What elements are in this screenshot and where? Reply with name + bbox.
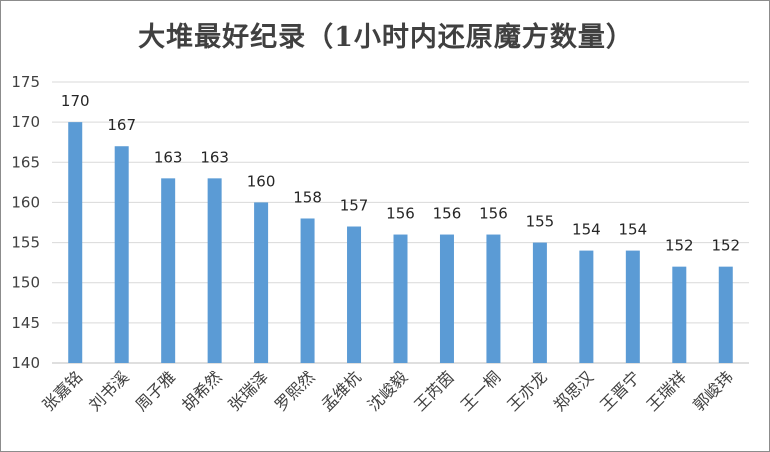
data-label: 154 [572,221,601,239]
data-label: 156 [386,205,415,223]
y-tick-label: 160 [11,193,40,211]
data-label: 167 [107,116,136,134]
chart-title: 大堆最好纪录（1小时内还原魔方数量） [138,22,634,53]
data-label: 163 [154,148,183,166]
x-tick-label: 郑思汉 [550,367,597,414]
x-tick-label: 张嘉铭 [39,367,86,414]
x-tick-label: 王亦龙 [503,367,550,414]
data-label: 155 [526,213,555,231]
data-label: 163 [200,148,229,166]
y-tick-label: 175 [11,73,40,91]
x-tick-label: 胡希然 [178,367,225,414]
data-label: 152 [665,237,694,255]
x-tick-label: 周子雅 [132,367,179,414]
bar [532,242,547,363]
data-label: 170 [61,92,90,110]
data-labels: 170 167 163 163 160 158 157 156 156 156 155 154 154 1… [61,92,740,255]
data-label: 152 [711,237,740,255]
data-label: 158 [293,188,322,206]
y-tick-label: 140 [11,354,40,372]
y-tick-label: 170 [11,113,40,131]
bar [347,226,362,363]
x-tick-label: 罗熙然 [271,367,318,414]
x-tick-label: 沈峻毅 [364,367,411,414]
data-label: 160 [247,172,276,190]
bar [68,122,83,364]
data-label: 156 [433,205,462,223]
bar [439,234,454,363]
x-tick-label: 张瑞泽 [225,367,272,414]
x-tick-label: 王芮茵 [410,367,457,414]
y-tick-label: 155 [11,234,40,252]
x-tick-label: 王晋宁 [596,367,643,414]
bar [207,178,222,363]
bar [114,146,129,363]
bar [579,250,594,363]
bar [672,266,687,363]
data-label: 154 [619,221,648,239]
x-tick-label: 刘书溪 [85,367,132,414]
data-label: 156 [479,205,508,223]
data-label: 157 [340,197,369,215]
x-tick-label: 王一桐 [457,367,504,414]
x-tick-label: 王瑞祥 [643,367,690,414]
bar [161,178,176,363]
y-tick-label: 145 [11,314,40,332]
bar [393,234,408,363]
y-tick-label: 150 [11,274,40,292]
bar [254,202,269,363]
y-axis-ticks: 140 145 150 155 160 165 170 175 [11,73,40,372]
x-tick-label: 郭峻玮 [689,367,736,414]
bar [300,218,315,363]
y-tick-label: 165 [11,153,40,171]
x-axis-categories: 张嘉铭 刘书溪 周子雅 胡希然 张瑞泽 罗熙然 孟维杭 沈峻毅 王芮茵 王一桐 王亦龙 郑思汉 王晋宁王… [39,367,737,414]
bar [718,266,733,363]
bar [486,234,501,363]
bars [68,122,733,364]
x-tick-label: 孟维杭 [317,367,364,414]
bar [625,250,640,363]
